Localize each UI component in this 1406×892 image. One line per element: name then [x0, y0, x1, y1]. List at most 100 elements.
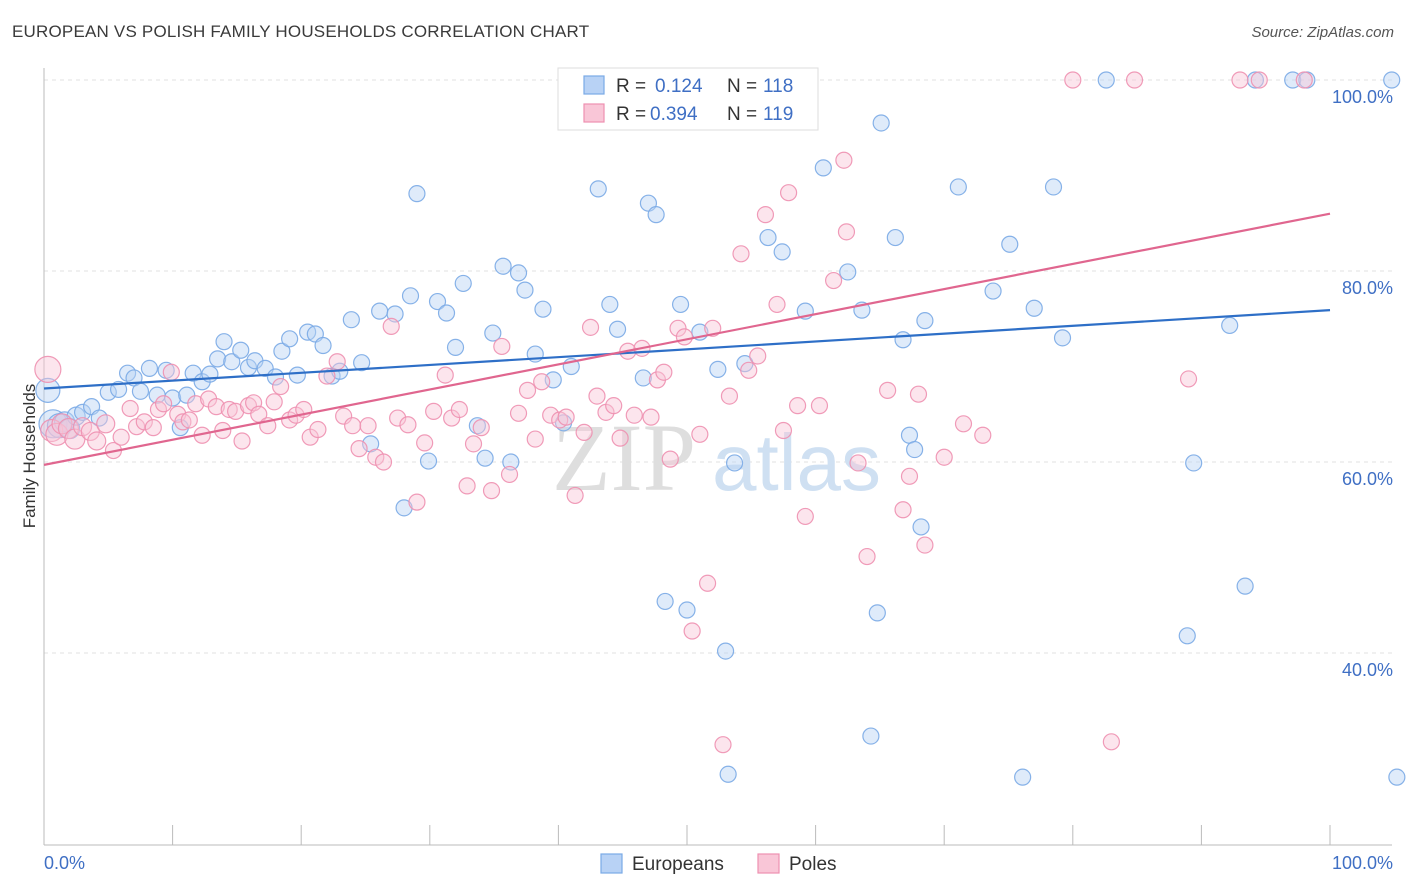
point-poles-27: [220, 400, 238, 419]
chart-source: Source: ZipAtlas.com: [1251, 24, 1394, 41]
point-europeans-105: [1185, 454, 1203, 472]
axes: [43, 68, 1392, 846]
point-poles-111: [909, 385, 928, 403]
point-poles-93: [732, 245, 750, 263]
point-europeans-98: [1001, 235, 1019, 253]
point-poles-86: [675, 328, 694, 346]
point-poles-54: [425, 402, 443, 420]
x-tick-label-right: 100.0%: [1332, 853, 1393, 873]
point-europeans-68: [634, 369, 652, 387]
point-europeans-51: [454, 274, 472, 293]
point-poles-9: [96, 414, 116, 434]
point-poles-92: [720, 387, 739, 405]
point-poles-81: [642, 408, 660, 426]
point-poles-79: [625, 406, 643, 424]
point-poles-42: [328, 353, 346, 371]
point-poles-109: [894, 501, 912, 519]
point-poles-60: [472, 419, 490, 437]
point-europeans-17: [164, 389, 182, 407]
point-europeans-39: [342, 311, 360, 329]
point-europeans-85: [839, 263, 857, 281]
y-axis-title: Family Households: [20, 384, 39, 529]
point-europeans-104: [1178, 627, 1196, 645]
point-europeans-112: [1388, 768, 1406, 786]
point-poles-35: [272, 377, 290, 396]
y-tick-labels: 100.0% 80.0% 60.0% 40.0%: [1332, 87, 1393, 680]
point-poles-97: [768, 295, 786, 314]
point-poles-85: [669, 319, 687, 337]
point-europeans-71: [656, 592, 674, 611]
point-poles-113: [935, 448, 953, 466]
trend-line-europeans: [43, 309, 1331, 390]
series-legend-swatch-europeans: [600, 853, 623, 874]
point-poles-0: [34, 355, 62, 383]
point-poles-44: [344, 417, 362, 435]
point-poles-70: [557, 408, 575, 426]
point-europeans-95: [916, 312, 934, 330]
watermark-zip: ZIP: [552, 404, 696, 511]
point-europeans-58: [516, 281, 534, 299]
point-poles-104: [835, 151, 853, 169]
point-europeans-74: [678, 601, 696, 619]
point-poles-62: [493, 337, 511, 356]
point-poles-2: [45, 422, 69, 446]
point-poles-49: [382, 317, 400, 335]
point-poles-72: [575, 423, 593, 441]
point-europeans-94: [912, 518, 930, 536]
point-poles-108: [879, 381, 897, 399]
point-europeans-57: [509, 264, 528, 282]
point-poles-94: [740, 361, 758, 379]
point-europeans-92: [900, 426, 919, 444]
point-poles-115: [974, 426, 992, 444]
point-poles-51: [399, 416, 417, 434]
chart-title: EUROPEAN VS POLISH FAMILY HOUSEHOLDS COR…: [12, 22, 590, 41]
point-poles-12: [121, 399, 139, 418]
point-poles-77: [611, 429, 629, 447]
point-europeans-103: [1097, 71, 1115, 89]
point-poles-99: [779, 184, 798, 202]
point-poles-4: [57, 417, 80, 440]
point-poles-18: [162, 363, 180, 381]
point-poles-22: [187, 395, 205, 413]
point-europeans-102: [1053, 329, 1072, 347]
point-poles-106: [849, 454, 867, 472]
point-poles-89: [698, 574, 717, 592]
x-tick-label-left: 0.0%: [44, 853, 85, 873]
legend-r-label-europeans: R =: [616, 76, 646, 97]
series-legend-label-europeans: Europeans: [632, 854, 724, 875]
point-europeans-79: [725, 454, 744, 472]
point-europeans-106: [1221, 316, 1239, 335]
point-europeans-93: [906, 440, 924, 459]
point-poles-61: [482, 482, 501, 500]
y-tick-label-2: 60.0%: [1342, 469, 1393, 489]
point-europeans-54: [484, 324, 502, 342]
point-poles-100: [788, 397, 807, 415]
point-poles-66: [526, 430, 544, 448]
point-poles-25: [207, 398, 225, 416]
y-tick-label-3: 40.0%: [1342, 660, 1393, 680]
point-europeans-77: [716, 642, 735, 660]
legend-swatch-poles: [583, 103, 605, 123]
point-poles-46: [359, 417, 377, 435]
point-europeans-82: [773, 243, 791, 261]
point-europeans-50: [446, 338, 465, 356]
point-europeans-6: [73, 403, 92, 421]
point-poles-67: [533, 373, 551, 391]
point-europeans-91: [894, 331, 912, 349]
legend-r-value-poles: 0.394: [650, 104, 698, 125]
point-poles-64: [509, 404, 528, 422]
series-legend-swatch-poles: [757, 853, 780, 874]
point-europeans-99: [1014, 768, 1032, 786]
point-poles-14: [135, 413, 153, 431]
point-poles-71: [566, 486, 584, 505]
point-poles-87: [683, 622, 701, 640]
point-europeans-36: [314, 336, 332, 355]
point-poles-52: [408, 493, 426, 511]
legend-n-label-europeans: N =: [727, 76, 757, 97]
point-poles-55: [436, 366, 454, 384]
point-europeans-78: [719, 765, 737, 783]
point-poles-48: [374, 453, 393, 471]
point-poles-84: [661, 450, 679, 468]
point-poles-96: [756, 206, 775, 224]
